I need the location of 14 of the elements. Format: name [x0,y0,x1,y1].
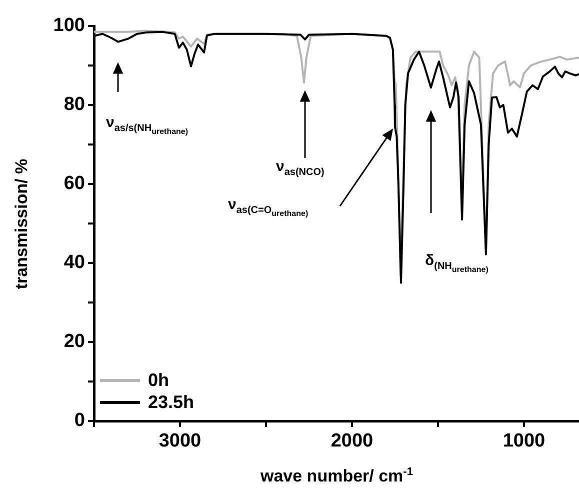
y-tick-label: 100 [53,15,85,36]
x-axis-title: wave number/ cm$^{-1}$ [260,466,413,487]
annotation: ν$_{as(NCO)}$ [276,158,324,178]
y-tick-label: 20 [64,331,85,352]
legend-label: 0h [148,370,170,390]
y-tick-label: 60 [64,173,85,194]
legend-label: 23.5h [148,392,194,412]
x-tick-label: 1000 [502,430,546,452]
y-tick-label: 0 [74,410,85,432]
y-tick-label: 40 [64,252,85,274]
x-tick-label: 3000 [158,430,202,452]
y-tick-label: 80 [64,94,85,116]
y-axis-title: transmission/ % [12,158,32,289]
x-tick-label: 2000 [330,430,374,452]
